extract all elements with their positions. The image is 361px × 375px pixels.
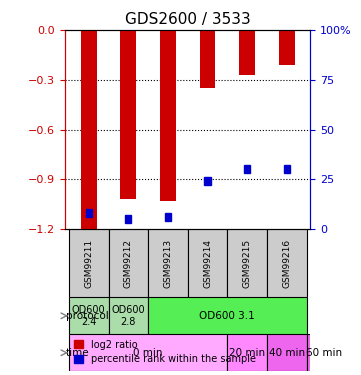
FancyBboxPatch shape: [69, 229, 109, 297]
FancyBboxPatch shape: [267, 334, 306, 371]
Bar: [204, 177, 211, 185]
Text: time: time: [66, 348, 90, 358]
Bar: [239, 30, 255, 75]
Bar: [81, 30, 97, 232]
Bar: [121, 30, 136, 199]
FancyBboxPatch shape: [109, 297, 148, 334]
Legend: log2 ratio, percentile rank within the sample: log2 ratio, percentile rank within the s…: [70, 336, 260, 368]
Bar: [200, 30, 216, 88]
FancyBboxPatch shape: [306, 334, 342, 371]
FancyBboxPatch shape: [148, 297, 306, 334]
Bar: [279, 30, 295, 65]
FancyBboxPatch shape: [227, 229, 267, 297]
FancyBboxPatch shape: [188, 229, 227, 297]
Bar: [244, 165, 250, 173]
Text: GSM99216: GSM99216: [282, 238, 291, 288]
Text: protocol: protocol: [66, 311, 109, 321]
Text: GSM99212: GSM99212: [124, 239, 133, 288]
Text: 20 min: 20 min: [229, 348, 265, 358]
FancyBboxPatch shape: [69, 334, 227, 371]
Text: GSM99211: GSM99211: [84, 238, 93, 288]
Text: GSM99213: GSM99213: [164, 238, 173, 288]
Text: 40 min: 40 min: [269, 348, 305, 358]
Text: OD600 3.1: OD600 3.1: [199, 311, 255, 321]
Text: OD600
2.8: OD600 2.8: [112, 305, 145, 327]
Title: GDS2600 / 3533: GDS2600 / 3533: [125, 12, 251, 27]
Text: GSM99215: GSM99215: [243, 238, 252, 288]
Bar: [160, 30, 176, 201]
FancyBboxPatch shape: [227, 334, 267, 371]
FancyBboxPatch shape: [109, 229, 148, 297]
Bar: [86, 209, 92, 217]
Text: 0 min: 0 min: [133, 348, 163, 358]
Text: 60 min: 60 min: [306, 348, 342, 358]
FancyBboxPatch shape: [69, 297, 109, 334]
Bar: [125, 215, 131, 223]
FancyBboxPatch shape: [267, 229, 306, 297]
Bar: [283, 165, 290, 173]
Bar: [165, 213, 171, 221]
Text: OD600
2.4: OD600 2.4: [72, 305, 105, 327]
FancyBboxPatch shape: [148, 229, 188, 297]
Text: GSM99214: GSM99214: [203, 239, 212, 288]
